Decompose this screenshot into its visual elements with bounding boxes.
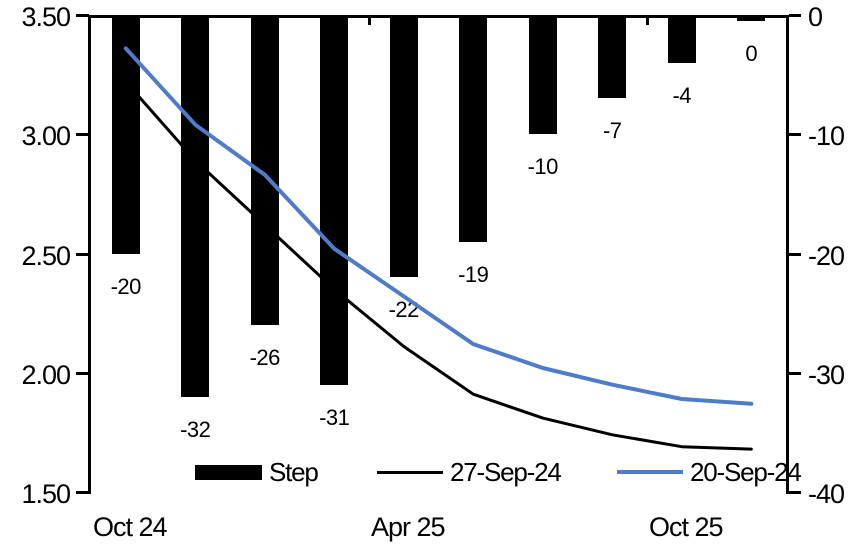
legend-label: 27-Sep-24 <box>450 457 562 487</box>
right-axis-tick <box>789 14 801 17</box>
right-axis-tick-label: -10 <box>808 121 845 152</box>
right-axis-tick <box>789 252 801 256</box>
bar <box>459 17 488 242</box>
right-axis-tick <box>789 371 801 375</box>
bar <box>250 17 279 326</box>
right-axis-tick-label: 0 <box>808 2 823 32</box>
bar-data-label: -7 <box>602 118 622 144</box>
right-axis-tick-label: -40 <box>808 479 845 509</box>
bar <box>389 17 418 278</box>
legend-line-swatch <box>617 470 683 474</box>
bar-data-label: -31 <box>319 404 350 430</box>
bar <box>667 17 696 63</box>
bar-data-label: 0 <box>745 41 758 66</box>
right-axis-tick-label: -20 <box>808 240 845 271</box>
bar <box>737 17 766 21</box>
y-axis-left-line <box>88 15 91 494</box>
left-axis-tick <box>76 133 89 137</box>
left-axis-tick <box>76 371 89 375</box>
category-boundary-tick <box>646 17 649 25</box>
category-boundary-tick <box>368 17 371 25</box>
left-axis-tick-label: 1.50 <box>21 479 71 509</box>
bar-data-label: -32 <box>180 416 211 442</box>
bar-data-label: -10 <box>527 154 559 180</box>
bar-data-label: -19 <box>458 261 489 287</box>
legend-bar-swatch <box>195 464 262 480</box>
bar <box>181 17 210 397</box>
left-axis-tick <box>76 252 89 256</box>
bar-data-label: -4 <box>672 82 692 108</box>
legend-item-step: Step <box>195 457 319 487</box>
bar <box>320 17 349 385</box>
left-axis-tick-label: 3.50 <box>21 2 71 32</box>
y-axis-right-line <box>786 15 789 494</box>
bar <box>111 17 140 254</box>
legend-label: 20-Sep-24 <box>690 457 802 487</box>
bar-data-label: -22 <box>388 297 420 323</box>
left-axis-tick-label: 3.00 <box>21 121 71 152</box>
left-axis-tick-label: 2.00 <box>21 359 71 390</box>
right-axis-tick <box>789 491 801 494</box>
bar-data-label: -26 <box>249 345 281 371</box>
bar-data-label: -20 <box>110 273 142 299</box>
x-axis-label: Oct 25 <box>648 512 724 542</box>
legend-item-27-sep-24: 27-Sep-24 <box>377 457 562 487</box>
left-axis-tick-label: 2.50 <box>21 240 71 271</box>
right-axis-tick <box>789 133 801 137</box>
bar <box>528 17 557 135</box>
legend-line-swatch <box>377 470 443 474</box>
legend-label: Step <box>269 457 319 487</box>
x-axis-label: Apr 25 <box>370 512 446 542</box>
x-axis-label: Oct 24 <box>92 512 168 542</box>
bar <box>598 17 627 99</box>
right-axis-tick-label: -30 <box>808 359 845 390</box>
left-axis-tick <box>76 491 89 494</box>
left-axis-tick <box>76 14 89 17</box>
plot-top-line <box>88 15 789 18</box>
legend-item-20-sep-24: 20-Sep-24 <box>617 457 802 487</box>
